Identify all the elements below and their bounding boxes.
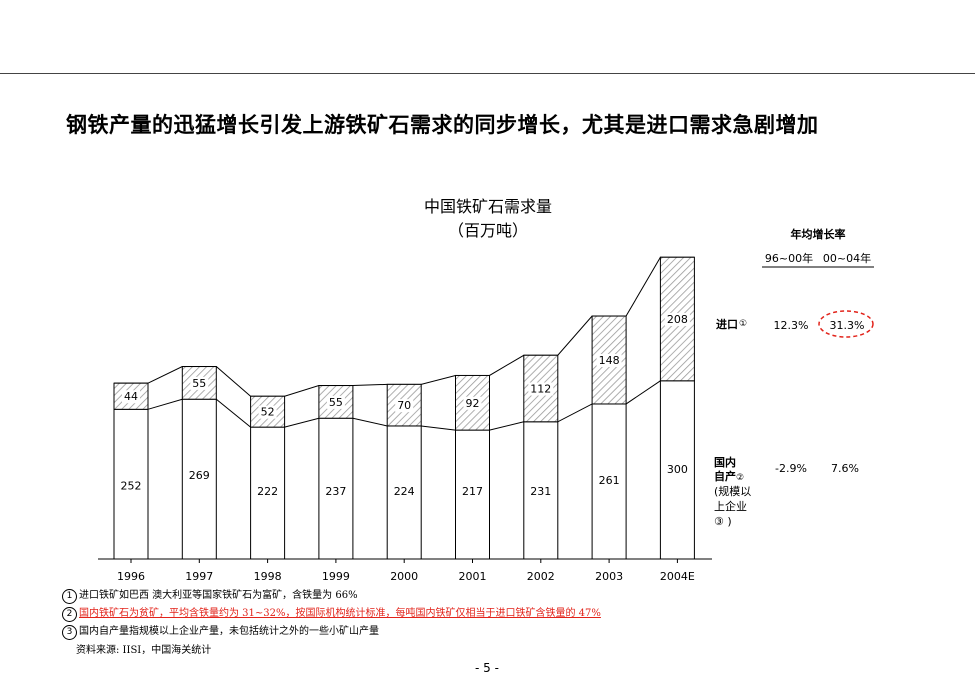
label-bg-import-2003 — [596, 354, 622, 368]
label-bg-import-2001 — [463, 396, 482, 410]
footnote-3: 3 国内自产量指规模以上企业产量，未包括统计之外的一些小矿山产量 — [62, 622, 379, 640]
label-bg-import-2000 — [395, 399, 414, 413]
chart-title: 中国铁矿石需求量 — [424, 197, 552, 216]
growth-domestic-00-04: 7.6% — [831, 462, 859, 475]
x-tick-label-2002: 2002 — [527, 570, 555, 583]
svg-text:国内: 国内 — [714, 455, 736, 469]
label-import-1998: 52 — [261, 406, 275, 419]
page-number: - 5 - — [475, 661, 499, 675]
label-bg-import-1998 — [258, 405, 277, 419]
source-note: 资料来源: IISI，中国海关统计 — [76, 645, 212, 656]
x-tick-label-2003: 2003 — [595, 570, 623, 583]
label-domestic-1997: 269 — [189, 469, 210, 482]
bar-domestic-1998 — [250, 426, 286, 560]
label-import-1997: 55 — [192, 377, 206, 390]
svg-text:自产②: 自产② — [714, 469, 744, 483]
label-domestic-1996: 252 — [121, 479, 142, 492]
label-domestic-2004E: 300 — [667, 463, 688, 476]
bar-domestic-2000 — [386, 425, 422, 560]
x-tick-label-2000: 2000 — [390, 570, 418, 583]
label-domestic-2001: 217 — [462, 485, 483, 498]
label-bg-import-2002 — [528, 382, 554, 396]
svg-text:③ ): ③ ) — [714, 515, 732, 528]
x-tick-label-1997: 1997 — [185, 570, 213, 583]
svg-text:进口①: 进口① — [716, 317, 747, 331]
label-domestic-2002: 231 — [530, 485, 551, 498]
growth-highlight-circle — [818, 310, 874, 338]
label-import-1996: 44 — [124, 390, 138, 403]
top-rule — [0, 73, 975, 74]
label-domestic-1999: 237 — [325, 485, 346, 498]
bar-import-1997 — [181, 366, 217, 400]
bar-domestic-2003 — [591, 403, 627, 560]
growth-col-96-00: 96~00年 — [765, 251, 813, 265]
page-headline: 钢铁产量的迅猛增长引发上游铁矿石需求的同步增长，尤其是进口需求急剧增加 — [66, 113, 819, 137]
label-domestic-2003: 261 — [599, 474, 620, 487]
label-bg-import-1997 — [190, 376, 209, 390]
bar-domestic-1999 — [318, 417, 354, 560]
label-import-2002: 112 — [530, 383, 551, 396]
footnote-2: 2 国内铁矿石为贫矿，平均含铁量约为 31~32%，按国际机构统计标准，每吨国内铁… — [62, 604, 601, 622]
growth-rate-table: 年均增长率 96~00年 00~04年 12.3% 31.3% -2.9% 7.… — [762, 227, 874, 475]
x-tick-label-2001: 2001 — [459, 570, 487, 583]
label-import-2003: 148 — [599, 354, 620, 367]
label-import-2004E: 208 — [667, 313, 688, 326]
x-tick-label-1999: 1999 — [322, 570, 350, 583]
label-bg-import-1999 — [326, 395, 345, 409]
label-import-2001: 92 — [466, 397, 480, 410]
chart-subtitle: （百万吨） — [448, 221, 528, 240]
bar-domestic-2004E — [659, 380, 695, 560]
series-label-import: 进口① — [716, 317, 747, 331]
growth-import-00-04: 31.3% — [830, 319, 865, 332]
label-domestic-1998: 222 — [257, 485, 278, 498]
bar-domestic-2001 — [455, 429, 490, 560]
label-bg-import-1996 — [122, 390, 140, 404]
x-tick-label-2004E: 2004E — [660, 570, 695, 583]
label-bg-import-2004E — [664, 313, 690, 327]
growth-table-title: 年均增长率 — [791, 227, 846, 241]
footnote-1: 1 进口铁矿如巴西 澳大利亚等国家铁矿石为富矿，含铁量为 66% — [62, 586, 358, 604]
svg-text:上企业: 上企业 — [714, 499, 747, 513]
label-domestic-2000: 224 — [394, 485, 415, 498]
x-tick-label-1996: 1996 — [117, 570, 145, 583]
growth-import-96-00: 12.3% — [774, 319, 809, 332]
label-import-1999: 55 — [329, 396, 343, 409]
x-tick-label-1998: 1998 — [254, 570, 282, 583]
svg-text:(规模以: (规模以 — [714, 484, 751, 498]
bar-domestic-1997 — [181, 398, 217, 560]
series-label-domestic: 国内 自产② (规模以 上企业 ③ ) — [714, 455, 751, 528]
growth-col-00-04: 00~04年 — [823, 251, 871, 265]
growth-domestic-96-00: -2.9% — [775, 462, 807, 475]
label-import-2000: 70 — [397, 399, 411, 412]
